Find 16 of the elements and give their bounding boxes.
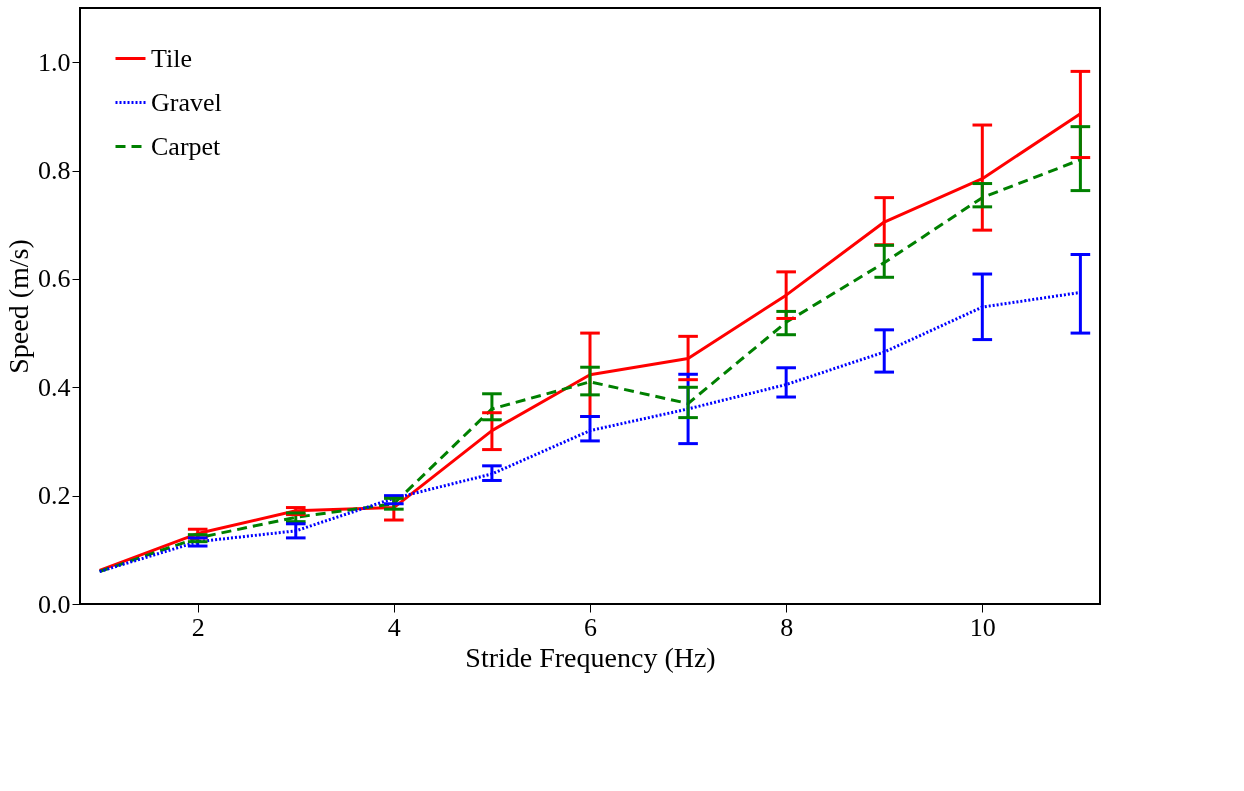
legend-label: Carpet bbox=[151, 131, 222, 161]
legend-label: Gravel bbox=[151, 87, 222, 117]
y-axis-title: Speed (m/s) bbox=[3, 239, 34, 374]
x-tick-label: 8 bbox=[780, 612, 794, 642]
x-axis-title: Stride Frequency (Hz) bbox=[465, 641, 716, 673]
y-tick-label: 0.6 bbox=[38, 264, 71, 294]
x-tick-label: 10 bbox=[969, 612, 996, 642]
y-tick-label: 0.0 bbox=[38, 589, 71, 619]
x-tick-label: 2 bbox=[191, 612, 205, 642]
y-tick-label: 1.0 bbox=[38, 47, 71, 77]
y-tick-label: 0.8 bbox=[38, 156, 71, 186]
y-tick-label: 0.4 bbox=[38, 372, 71, 402]
y-tick-label: 0.2 bbox=[38, 481, 71, 511]
x-tick-label: 6 bbox=[584, 612, 597, 642]
legend-label: Tile bbox=[151, 43, 192, 73]
x-tick-label: 4 bbox=[387, 612, 401, 642]
